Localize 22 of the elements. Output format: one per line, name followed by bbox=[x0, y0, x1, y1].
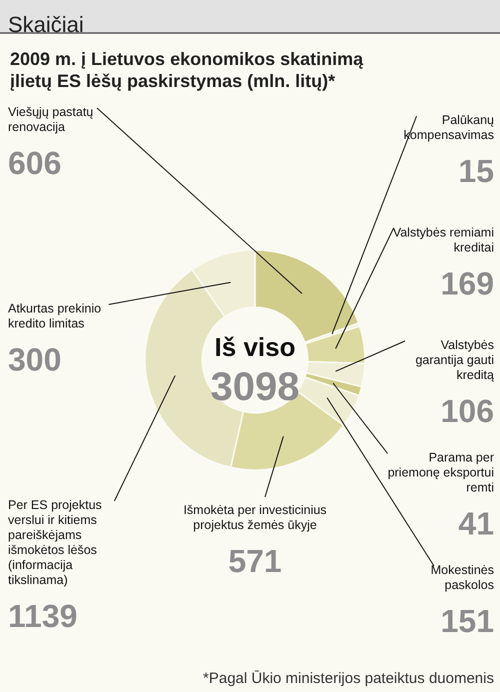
slice-label: Parama per priemonę eksportui remti bbox=[388, 450, 494, 494]
slice-label: Per ES projektus verslui ir kitiems pareiškėjams išmokėtos lėšos (informacija tikslinama) bbox=[8, 498, 102, 587]
text: 3098 bbox=[210, 365, 300, 409]
data-label: 571 bbox=[228, 543, 282, 579]
data-label: 106 bbox=[440, 393, 494, 429]
data-label: 1139 bbox=[8, 598, 78, 634]
data-label: 41 bbox=[458, 506, 494, 542]
data-label: 169 bbox=[440, 266, 494, 302]
slice-label: Mokestinės paskolos bbox=[430, 563, 494, 592]
slice-label: Valstybės garantija gauti kreditą bbox=[415, 338, 494, 382]
chart-subtitle: 2009 m. į Lietuvos ekonomikos skatinimą įlietų ES lėšų paskirstymas (mln. litų)* bbox=[10, 49, 364, 91]
data-label: 151 bbox=[440, 603, 494, 639]
text: Iš viso bbox=[214, 332, 296, 362]
slice-label: Viešųjų pastatų renovacija bbox=[8, 105, 94, 134]
data-label: 300 bbox=[8, 342, 62, 378]
slice-label: Išmokėta per investicinius projektus žemės ūkyje bbox=[183, 503, 327, 532]
slice-label: Atkurtas prekinio kredito limitas bbox=[8, 302, 102, 330]
text: *Pagal Ūkio ministerijos pateiktus duomenis bbox=[203, 670, 494, 687]
data-label: 15 bbox=[458, 153, 494, 189]
data-label: 606 bbox=[8, 145, 62, 181]
slice-label: Valstybės remiami kreditai bbox=[392, 226, 494, 254]
chart-title: Skaičiai bbox=[8, 12, 84, 37]
